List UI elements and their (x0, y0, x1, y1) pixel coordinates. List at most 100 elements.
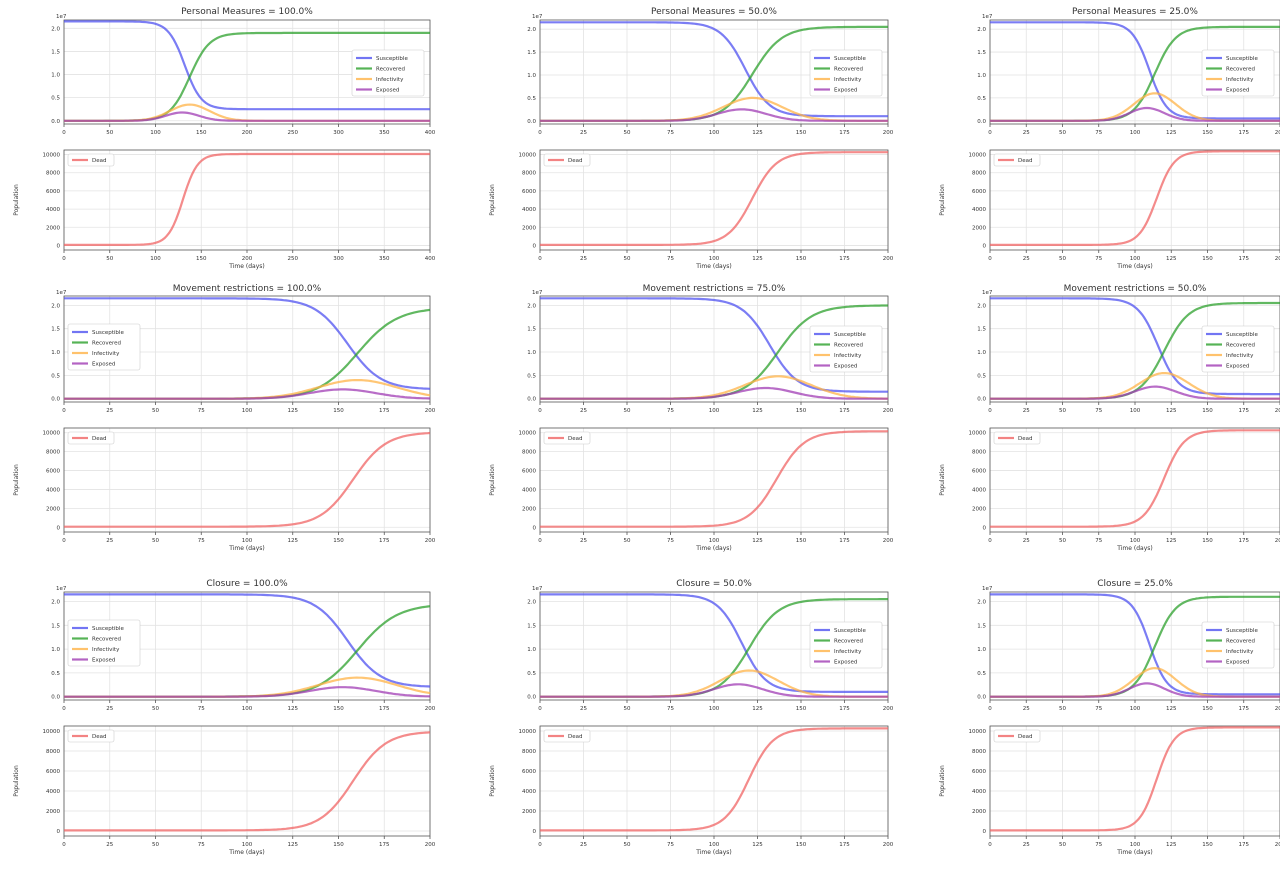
y-tick-label: 2000 (972, 506, 986, 512)
y-tick-label: 0.5 (527, 96, 536, 102)
dead-frame (539, 725, 889, 837)
y-tick-label: 0 (983, 525, 987, 531)
legend-label-exposed: Exposed (1226, 660, 1249, 666)
x-tick-label: 50 (1059, 538, 1066, 544)
y-tick-label: 0.0 (977, 397, 986, 403)
y-tick-label: 2000 (972, 225, 986, 231)
legend-box (543, 153, 591, 167)
y-tick-label: 1.0 (527, 350, 536, 356)
x-tick-label: 100 (1130, 538, 1141, 544)
x-tick-label: 100 (709, 538, 720, 544)
y-tick-label: 2000 (46, 506, 60, 512)
x-tick-label: 175 (1239, 842, 1250, 848)
seir-frame (539, 19, 889, 125)
y-tick-label: 0.0 (977, 695, 986, 701)
y-tick-label: 2.0 (51, 26, 60, 32)
x-tick-label: 175 (1239, 256, 1250, 262)
legend-box (67, 323, 141, 371)
legend-box (1201, 621, 1275, 669)
x-tick-label: 50 (152, 538, 159, 544)
x-tick-label: 50 (1059, 408, 1066, 414)
y-tick-label: 4000 (972, 789, 986, 795)
x-tick-label: 75 (198, 842, 205, 848)
legend-label-infectivity: Infectivity (1226, 353, 1254, 359)
x-tick-label: 175 (379, 408, 390, 414)
x-tick-label: 125 (752, 130, 763, 136)
series-line-exposed (990, 106, 1280, 122)
legend-label-exposed: Exposed (834, 88, 857, 94)
x-tick-label: 150 (796, 408, 807, 414)
x-tick-label: 100 (1130, 130, 1141, 136)
legend-label-infectivity: Infectivity (834, 77, 862, 83)
x-tick-label: 75 (1095, 130, 1102, 136)
y-tick-label: 1.0 (527, 647, 536, 653)
y-tick-label: 0.0 (51, 397, 60, 403)
y-tick-label: 6000 (522, 769, 536, 775)
y-tick-label: 1.5 (527, 327, 536, 333)
x-tick-label: 125 (752, 842, 763, 848)
dead-frame (63, 427, 431, 533)
x-tick-label: 75 (667, 408, 674, 414)
x-tick-label: 200 (883, 706, 894, 712)
y-tick-label: 0.0 (527, 119, 536, 125)
y-tick-label: 1.5 (51, 327, 60, 333)
x-tick-label: 100 (150, 130, 161, 136)
y-tick-label: 1.0 (527, 73, 536, 79)
offset-text: 1e7 (532, 586, 543, 592)
chart-panel-1: Personal Measures = 50.0% 0 25 50 75 100 125 15… (489, 7, 894, 270)
y-tick-label: 0.0 (527, 397, 536, 403)
x-tick-label: 150 (1202, 842, 1213, 848)
x-tick-label: 75 (1095, 408, 1102, 414)
seir-frame (989, 295, 1280, 403)
y-tick-label: 6000 (46, 769, 60, 775)
dead-frame (539, 427, 889, 533)
dead-frame (989, 149, 1280, 251)
legend-box (543, 729, 591, 743)
y-tick-label: 2.0 (51, 303, 60, 309)
x-tick-label: 150 (196, 256, 207, 262)
x-tick-label: 200 (883, 538, 894, 544)
x-tick-label: 0 (988, 130, 992, 136)
legend-label-exposed: Exposed (92, 658, 115, 664)
chart-panel-2: Personal Measures = 25.0% 0 25 50 75 100 125 15… (939, 7, 1280, 270)
x-tick-label: 0 (538, 706, 542, 712)
y-tick-label: 2.0 (977, 600, 986, 606)
x-tick-label: 75 (198, 538, 205, 544)
y-tick-label: 6000 (972, 469, 986, 475)
y-tick-label: 0 (533, 525, 537, 531)
y-tick-label: 1.5 (977, 623, 986, 629)
y-tick-label: 2000 (522, 225, 536, 231)
x-tick-label: 75 (1095, 842, 1102, 848)
dead-legend: Dead (67, 153, 115, 167)
dead-axes: 0255075100125150175200020004000600080001… (969, 427, 1280, 544)
x-tick-label: 200 (883, 842, 894, 848)
x-tick-label: 175 (1239, 408, 1250, 414)
series-line-dead (990, 429, 1280, 528)
x-tick-label: 200 (1275, 538, 1280, 544)
legend-label-recovered: Recovered (834, 67, 863, 73)
y-axis-label: Population (939, 184, 946, 216)
x-tick-label: 50 (152, 706, 159, 712)
legend-label-susceptible: Susceptible (834, 56, 866, 62)
x-axis-label: Time (days) (228, 545, 264, 552)
series-line-exposed (540, 108, 888, 122)
series-line-susceptible (990, 593, 1280, 696)
y-tick-label: 0.5 (51, 671, 60, 677)
x-axis-label: Time (days) (695, 545, 731, 552)
legend-box (543, 431, 591, 445)
y-tick-label: 1.5 (977, 327, 986, 333)
y-tick-label: 2000 (972, 809, 986, 815)
y-axis-label: Population (489, 464, 496, 496)
y-tick-label: 0 (57, 525, 61, 531)
series-line-susceptible (540, 593, 888, 693)
x-tick-label: 75 (1095, 256, 1102, 262)
x-tick-label: 175 (839, 130, 850, 136)
x-tick-label: 50 (624, 130, 631, 136)
legend-label-dead: Dead (568, 734, 582, 740)
dead-frame (539, 149, 889, 251)
x-tick-label: 100 (1130, 842, 1141, 848)
legend-label-exposed: Exposed (376, 88, 399, 94)
chart-panel-4: Movement restrictions = 75.0% 0 25 50 75 100 1… (489, 284, 894, 552)
y-tick-label: 0.5 (527, 373, 536, 379)
